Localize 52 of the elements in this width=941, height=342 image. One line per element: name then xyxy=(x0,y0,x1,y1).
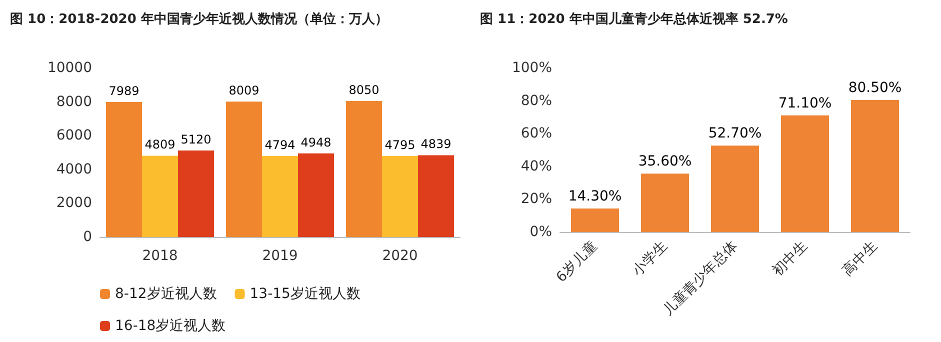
data-label: 8009 xyxy=(228,84,260,98)
x-tick-label: 2020 xyxy=(382,248,418,264)
y-tick-label: 8000 xyxy=(56,94,92,110)
data-label: 5120 xyxy=(180,132,212,146)
bar xyxy=(711,146,759,232)
bar xyxy=(382,156,418,237)
legend-label: 16-18岁近视人数 xyxy=(115,318,226,334)
y-tick-label: 60% xyxy=(520,126,552,142)
bar xyxy=(226,102,262,237)
x-tick-label: 2018 xyxy=(142,248,178,264)
chart-title: 图 11：2020 年中国儿童青少年总体近视率 52.7% xyxy=(480,11,788,27)
bar xyxy=(851,100,899,232)
y-tick-label: 4000 xyxy=(56,161,92,178)
y-tick-label: 2000 xyxy=(56,195,92,212)
data-label: 7989 xyxy=(108,84,140,98)
data-label: 4839 xyxy=(420,137,452,152)
bar xyxy=(571,208,619,232)
x-tick-label: 6岁儿童 xyxy=(553,238,601,286)
x-tick-label: 2019 xyxy=(262,248,298,264)
bar xyxy=(262,156,298,237)
data-label: 14.30% xyxy=(568,188,622,205)
legend-label: 13-15岁近视人数 xyxy=(250,286,360,302)
data-label: 8050 xyxy=(348,82,380,97)
y-tick-label: 10000 xyxy=(47,60,92,76)
data-label: 4794 xyxy=(264,138,296,152)
data-label: 80.50% xyxy=(848,80,902,96)
legend-label: 8-12岁近视人数 xyxy=(115,286,217,302)
data-label: 71.10% xyxy=(778,95,832,112)
chart-title: 图 10：2018-2020 年中国青少年近视人数情况（单位：万人） xyxy=(10,11,388,27)
y-tick-label: 0% xyxy=(530,224,552,240)
y-tick-label: 40% xyxy=(520,158,552,174)
data-label: 35.60% xyxy=(638,154,692,170)
bar xyxy=(142,156,178,237)
x-tick-label: 小学生 xyxy=(630,238,671,280)
bar xyxy=(781,115,829,232)
data-label: 4948 xyxy=(300,135,332,150)
y-tick-label: 20% xyxy=(520,191,552,208)
x-tick-label: 高中生 xyxy=(840,238,881,280)
bar xyxy=(106,102,142,237)
x-tick-label: 初中生 xyxy=(770,238,811,280)
data-label: 4809 xyxy=(144,138,176,152)
bar xyxy=(418,155,454,237)
data-label: 4795 xyxy=(384,138,416,152)
bar xyxy=(298,153,334,237)
y-tick-label: 80% xyxy=(520,92,552,109)
y-tick-label: 6000 xyxy=(56,128,92,144)
bar xyxy=(641,174,689,232)
bar xyxy=(346,100,382,237)
y-tick-label: 0 xyxy=(83,229,92,245)
bar xyxy=(178,150,214,237)
data-label: 52.70% xyxy=(708,126,762,142)
y-tick-label: 100% xyxy=(512,60,552,76)
